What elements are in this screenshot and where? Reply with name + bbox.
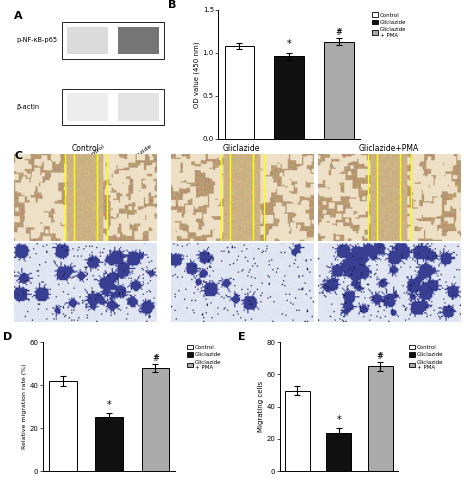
Bar <box>368 367 393 471</box>
Text: Control: Control <box>84 143 106 161</box>
Text: D: D <box>3 332 12 342</box>
Bar <box>285 391 310 471</box>
Bar <box>67 27 108 55</box>
Y-axis label: OD value (450 nm): OD value (450 nm) <box>193 41 200 108</box>
Text: β-actin: β-actin <box>16 104 39 110</box>
Text: *: * <box>107 400 111 410</box>
Bar <box>118 93 159 121</box>
Bar <box>95 418 123 471</box>
Title: Gliclazide: Gliclazide <box>223 144 260 153</box>
Bar <box>142 368 169 471</box>
Bar <box>274 57 304 139</box>
Text: *: * <box>337 17 341 37</box>
Text: E: E <box>238 332 246 342</box>
Text: Gliclazide: Gliclazide <box>125 143 153 165</box>
Text: *: * <box>153 344 157 363</box>
Text: #: # <box>377 352 384 361</box>
Text: *: * <box>337 415 341 425</box>
Bar <box>225 46 255 139</box>
Bar <box>62 22 164 59</box>
Text: B: B <box>168 0 177 9</box>
Y-axis label: Relative migration rate (%): Relative migration rate (%) <box>22 364 27 449</box>
Text: p-NF-κB-p65: p-NF-κB-p65 <box>16 38 57 44</box>
Text: C: C <box>14 151 22 161</box>
Y-axis label: Migrating cells: Migrating cells <box>258 381 264 433</box>
Text: #: # <box>152 354 159 363</box>
Bar <box>324 42 354 139</box>
Bar <box>327 433 351 471</box>
Legend: Control, Gliclazide, Gliclazide
+ PMA: Control, Gliclazide, Gliclazide + PMA <box>407 342 446 372</box>
Title: Control: Control <box>72 144 99 153</box>
Bar <box>67 93 108 121</box>
Bar <box>62 89 164 125</box>
Bar <box>118 27 159 55</box>
Title: Gliclazide+PMA: Gliclazide+PMA <box>358 144 419 153</box>
Text: A: A <box>14 11 23 21</box>
Legend: Control, Gliclazide, Gliclazide
+ PMA: Control, Gliclazide, Gliclazide + PMA <box>370 10 409 40</box>
Text: *: * <box>287 39 292 49</box>
Text: *: * <box>378 341 383 361</box>
Legend: Control, Gliclazide, Gliclazide
+ PMA: Control, Gliclazide, Gliclazide + PMA <box>185 342 224 372</box>
Text: #: # <box>336 28 342 37</box>
Bar <box>49 381 76 471</box>
